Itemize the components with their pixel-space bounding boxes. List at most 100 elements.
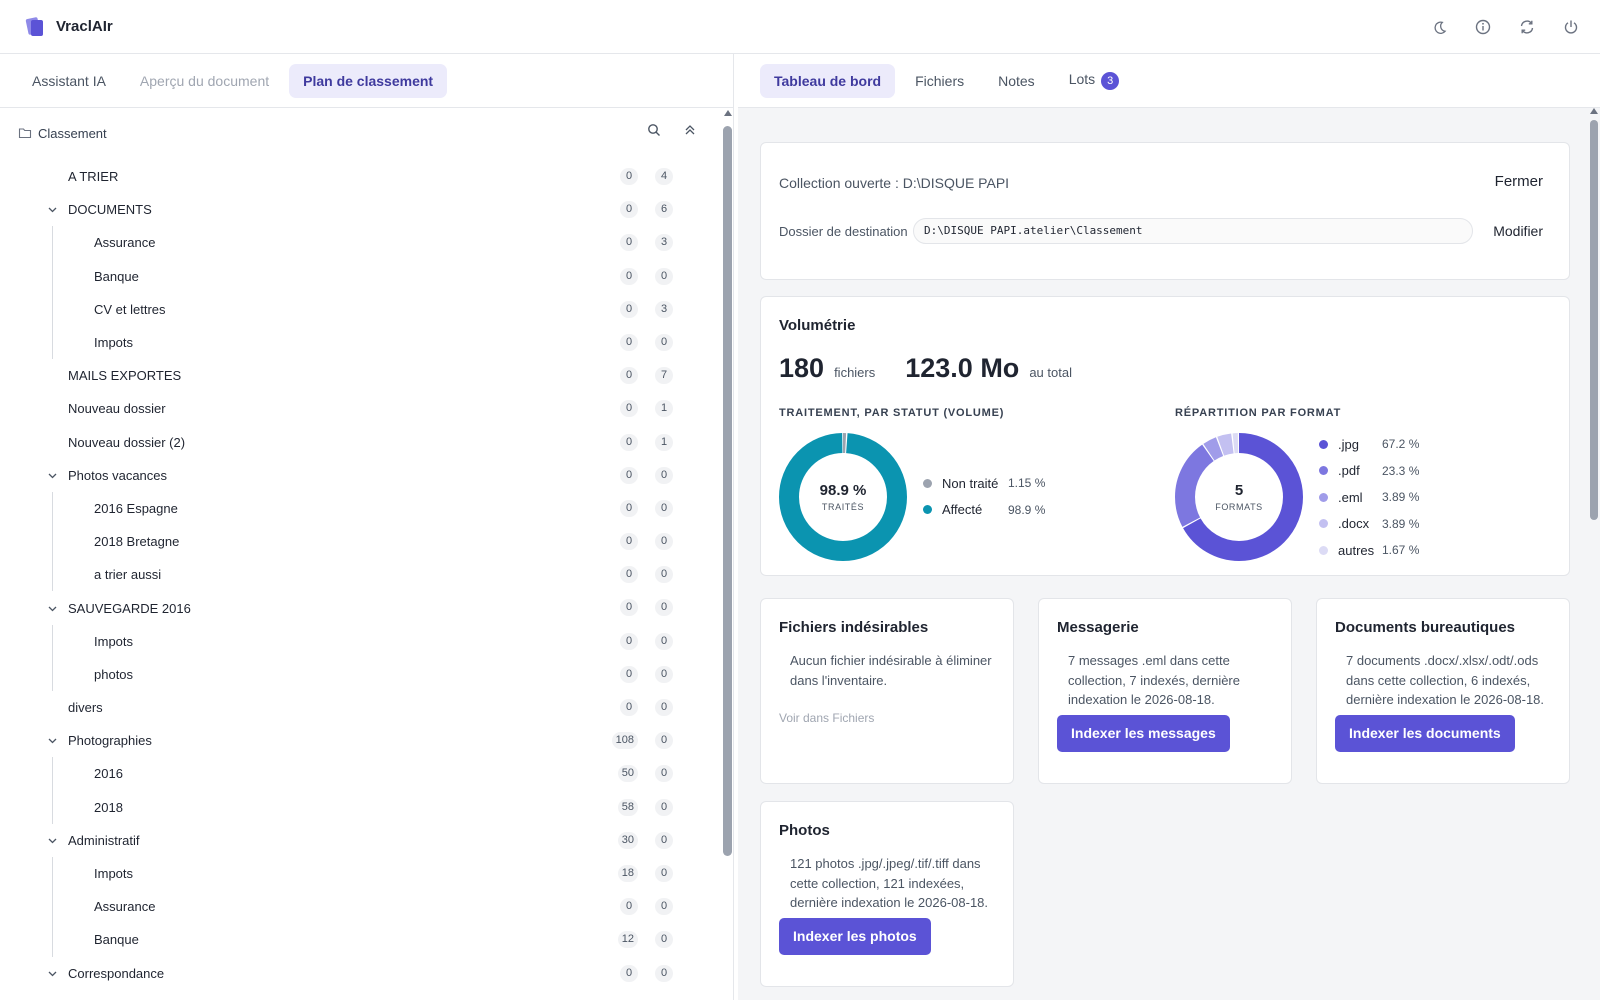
legend-value: 1.15 % (1008, 476, 1046, 491)
classified-count-badge: 0 (620, 566, 638, 584)
collection-card: Collection ouverte : D:\DISQUE PAPI Ferm… (760, 142, 1570, 280)
tree-item[interactable]: Impots 0 0 (0, 624, 700, 658)
chevron-down-icon[interactable] (46, 834, 58, 846)
pending-count-badge: 0 (655, 632, 673, 650)
index-messages-button[interactable]: Indexer les messages (1057, 715, 1230, 752)
format-donut: 5 FORMATS (1175, 433, 1303, 561)
pending-count-badge: 0 (655, 798, 673, 816)
tree-item[interactable]: MAILS EXPORTES 0 7 (0, 359, 700, 392)
destination-path-field[interactable]: D:\DISQUE PAPI.atelier\Classement (913, 218, 1473, 244)
tree-item[interactable]: Impots 0 0 (0, 325, 700, 360)
chevron-down-icon[interactable] (46, 204, 58, 216)
info-icon[interactable] (1472, 16, 1494, 38)
tab-notes[interactable]: Notes (998, 72, 1035, 89)
right-tabs: Tableau de bord Fichiers Notes Lots 3 (738, 54, 1600, 108)
unwanted-files-card: Fichiers indésirables Aucun fichier indé… (760, 598, 1014, 784)
collapse-all-icon[interactable] (682, 122, 698, 138)
pending-count-badge: 0 (655, 499, 673, 517)
search-icon[interactable] (646, 122, 662, 138)
tree-item[interactable]: Photographies 108 0 (0, 724, 700, 757)
status-donut: 98.9 % TRAITÉS (779, 433, 907, 561)
legend-item: .eml 3.89 % (1319, 484, 1419, 511)
dark-mode-icon[interactable] (1428, 16, 1450, 38)
tree-item[interactable]: divers 0 0 (0, 691, 700, 724)
tree-item[interactable]: Impots 18 0 (0, 856, 700, 891)
scroll-up-icon[interactable] (724, 110, 732, 116)
tree-item-label: Nouveau dossier (2) (68, 434, 186, 450)
volumetrie-title: Volumétrie (779, 317, 856, 334)
modify-destination-button[interactable]: Modifier (1493, 223, 1543, 239)
legend-name: Affecté (942, 502, 983, 518)
tree-item[interactable]: A TRIER 0 4 (0, 160, 700, 193)
scrollbar-thumb[interactable] (723, 126, 732, 856)
tree-item[interactable]: photos 0 0 (0, 657, 700, 691)
tab-assistant-ia[interactable]: Assistant IA (32, 72, 106, 89)
tree-item-label: 2016 Espagne (94, 500, 178, 516)
tree-item-label: Correspondance (68, 965, 165, 981)
left-scrollbar[interactable] (722, 110, 733, 1000)
chevron-down-icon[interactable] (46, 967, 58, 979)
tree-item-label: 2018 (94, 799, 123, 815)
tree-item[interactable]: 2016 50 0 (0, 757, 700, 791)
tree-item-label: A TRIER (68, 169, 119, 185)
lots-count-badge: 3 (1101, 72, 1120, 90)
classified-count-badge: 0 (620, 267, 638, 285)
tree-guide-line (52, 790, 53, 824)
classified-count-badge: 0 (620, 533, 638, 551)
tab-plan-de-classement[interactable]: Plan de classement (289, 63, 448, 98)
refresh-icon[interactable] (1516, 16, 1538, 38)
tab-apercu-document[interactable]: Aperçu du document (139, 72, 270, 89)
tree-item[interactable]: Assurance 0 3 (0, 226, 700, 260)
classified-count-badge: 0 (620, 400, 638, 418)
classified-count-badge: 12 (617, 931, 638, 949)
volumetrie-card: Volumétrie 180 fichiers 123.0 Mo au tota… (760, 296, 1570, 576)
tree-item[interactable]: Nouveau dossier 0 1 (0, 392, 700, 425)
format-legend: .jpg 67.2 % .pdf 23.3 % .eml 3.89 % .docx 3.89 … (1319, 431, 1419, 564)
tree-item[interactable]: DOCUMENTS 0 6 (0, 193, 700, 226)
legend-dot (1319, 519, 1328, 529)
tree-item[interactable]: Photos vacances 0 0 (0, 459, 700, 492)
tab-fichiers[interactable]: Fichiers (915, 72, 965, 89)
index-photos-button[interactable]: Indexer les photos (779, 918, 931, 955)
pending-count-badge: 0 (655, 533, 673, 551)
tree-item[interactable]: 2018 Bretagne 0 0 (0, 525, 700, 559)
pending-count-badge: 0 (655, 831, 673, 849)
tree-item[interactable]: CV et lettres 0 3 (0, 292, 700, 326)
pending-count-badge: 0 (655, 599, 673, 617)
index-documents-button[interactable]: Indexer les documents (1335, 715, 1515, 752)
chevron-down-icon[interactable] (46, 469, 58, 481)
tree-guide-line (52, 292, 53, 326)
format-center-value: 5 (1234, 482, 1244, 499)
chevron-down-icon[interactable] (46, 735, 58, 747)
classified-count-badge: 0 (620, 499, 638, 517)
right-panel: Tableau de bord Fichiers Notes Lots 3 Col… (738, 54, 1600, 1000)
close-collection-button[interactable]: Fermer (1494, 173, 1543, 190)
unwanted-files-text: Aucun fichier indésirable à éliminer dan… (790, 653, 992, 688)
tab-lots[interactable]: Lots 3 (1055, 62, 1133, 99)
scroll-up-icon[interactable] (1590, 108, 1598, 114)
right-scrollbar[interactable] (1590, 108, 1599, 1000)
tree-item[interactable]: Nouveau dossier (2) 0 1 (0, 426, 700, 459)
left-panel: Assistant IA Aperçu du document Plan de … (0, 54, 734, 1000)
tree-item[interactable]: Administratif 30 0 (0, 824, 700, 857)
tree-item[interactable]: a trier aussi 0 0 (0, 558, 700, 592)
tab-tableau-de-bord[interactable]: Tableau de bord (760, 63, 896, 98)
view-in-files-link[interactable]: Voir dans Fichiers (779, 711, 875, 725)
tree-item[interactable]: Assurance 0 0 (0, 890, 700, 924)
classified-count-badge: 0 (620, 665, 638, 683)
scrollbar-thumb[interactable] (1590, 120, 1598, 520)
tree-item[interactable]: Banque 12 0 (0, 923, 700, 957)
tree-item[interactable]: Banque 0 0 (0, 259, 700, 293)
power-icon[interactable] (1560, 16, 1582, 38)
legend-name: Non traité (942, 475, 999, 491)
total-size: 123.0 Mo (905, 353, 1020, 383)
status-donut-chart (779, 433, 907, 561)
chevron-down-icon[interactable] (46, 602, 58, 614)
tree-item[interactable]: Correspondance 0 0 (0, 957, 700, 990)
tree-item[interactable]: 2016 Espagne 0 0 (0, 491, 700, 526)
legend-value: 67.2 % (1382, 437, 1420, 452)
top-actions (1428, 16, 1582, 38)
tree-item[interactable]: SAUVEGARDE 2016 0 0 (0, 591, 700, 624)
tree-item[interactable]: 2018 58 0 (0, 790, 700, 824)
status-center-label: TRAITÉS (821, 502, 865, 512)
